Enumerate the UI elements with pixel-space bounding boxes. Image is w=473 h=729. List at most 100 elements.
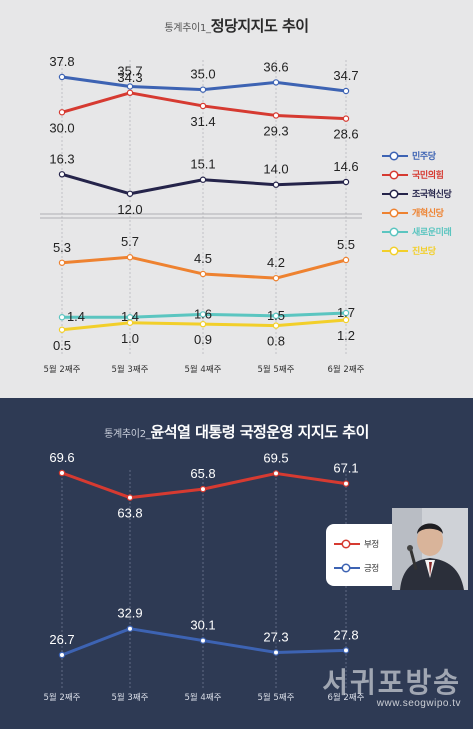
party-point-4-4 [342,309,350,317]
party-legend-swatch [382,245,408,257]
party-support-title-main: 정당지지도 추이 [210,17,309,35]
watermark-url: www.seogwipo.tv [376,698,461,709]
party-point-0-1 [126,83,134,90]
approval-value-label-1-3: 27.3 [263,629,288,644]
party-support-title-prefix: 통계추이1_ [164,23,211,34]
party-legend-swatch [382,169,408,181]
party-value-label-3-1: 5.7 [121,234,139,249]
approval-point-0-1 [126,494,134,501]
party-point-0-0 [58,73,66,81]
approval-x-tick-2: 5월 4째주 [185,692,222,703]
party-value-label-1-2: 31.4 [190,114,215,129]
approval-legend-item: 부정 [334,532,392,556]
approval-value-label-0-0: 69.6 [49,450,74,465]
party-value-label-2-0: 16.3 [49,151,74,166]
president-photo-illustration [392,508,468,590]
party-point-2-0 [58,171,66,178]
party-value-label-2-4: 14.6 [333,159,358,174]
approval-value-label-0-1: 63.8 [117,506,142,521]
party-point-3-4 [342,256,350,264]
party-legend-label: 민주당 [412,152,436,162]
approval-point-1-0 [58,651,66,659]
party-value-label-0-3: 36.6 [263,59,288,74]
party-legend-item: 진보당 [382,241,462,260]
party-point-4-3 [272,312,280,320]
party-legend-item: 조국혁신당 [382,184,462,203]
approval-title-prefix: 통계추이2_ [104,429,151,440]
approval-value-label-0-3: 69.5 [263,450,288,465]
party-point-1-2 [199,102,207,110]
party-value-label-4-1: 1.4 [121,309,139,324]
party-x-tick-3: 5월 5째주 [258,364,295,375]
party-point-2-3 [272,181,280,188]
party-value-label-0-0: 37.8 [49,54,74,69]
approval-value-label-1-0: 26.7 [49,632,74,647]
party-legend-label: 새로운미래 [412,228,452,238]
party-point-0-2 [199,86,207,93]
party-x-tick-2: 5월 4째주 [185,364,222,375]
party-point-3-1 [126,254,134,261]
approval-point-1-3 [272,649,280,656]
party-legend-swatch [382,226,408,238]
party-value-label-2-2: 15.1 [190,157,215,172]
party-point-4-0 [58,314,66,321]
party-value-label-0-2: 35.0 [190,67,215,82]
watermark-name: 서귀포방송 [322,666,461,699]
party-value-label-4-0: 1.4 [67,309,85,324]
approval-point-1-1 [126,625,134,632]
party-value-label-4-4: 1.7 [337,305,355,320]
party-value-label-4-2: 1.6 [194,306,212,321]
party-value-label-0-1: 35.7 [117,63,142,78]
party-legend-label: 진보당 [412,247,436,257]
approval-point-1-2 [199,637,207,644]
approval-point-0-0 [58,469,66,477]
party-point-2-1 [126,190,134,197]
party-value-label-1-4: 28.6 [333,127,358,142]
party-legend-item: 개혁신당 [382,203,462,222]
party-point-5-3 [272,322,280,329]
party-point-5-4 [342,316,350,324]
approval-point-1-4 [342,647,350,654]
approval-x-tick-1: 5월 3째주 [112,692,149,703]
party-point-1-0 [58,109,66,116]
approval-legend-item: 긍정 [334,556,392,580]
party-point-3-0 [58,259,66,266]
party-value-label-3-0: 5.3 [53,240,71,255]
party-legend-swatch [382,188,408,200]
party-value-label-1-1: 34.3 [117,70,142,85]
party-point-2-2 [199,176,207,183]
party-legend-label: 개혁신당 [412,209,444,219]
party-legend-swatch [382,207,408,219]
party-legend-label: 국민의힘 [412,171,444,181]
party-value-label-2-1: 12.0 [117,202,142,217]
party-support-panel [0,0,473,398]
party-legend-item: 민주당 [382,146,462,165]
party-x-tick-4: 6월 2째주 [328,364,365,375]
party-support-title: 통계추이1_정당지지도 추이 [0,15,473,36]
party-value-label-3-3: 4.2 [267,255,285,270]
approval-legend-swatch [334,562,360,574]
approval-point-0-2 [199,485,207,493]
party-value-label-4-3: 1.5 [267,308,285,323]
party-point-0-4 [342,87,350,95]
approval-title-main: 윤석열 대통령 국정운영 지지도 추이 [150,423,369,441]
party-value-label-3-2: 4.5 [194,251,212,266]
approval-point-0-3 [272,470,280,477]
party-value-label-5-0: 0.5 [53,338,71,353]
approval-x-tick-3: 5월 5째주 [258,692,295,703]
party-point-1-1 [126,89,134,97]
approval-x-tick-0: 5월 2째주 [44,692,81,703]
party-point-0-3 [272,79,280,86]
party-value-label-2-3: 14.0 [263,162,288,177]
party-point-3-3 [272,274,280,282]
approval-legend-label: 긍정 [364,564,379,574]
party-value-label-1-0: 30.0 [49,120,74,135]
party-value-label-0-4: 34.7 [333,68,358,83]
party-x-tick-1: 5월 3째주 [112,364,149,375]
party-value-label-1-3: 29.3 [263,123,288,138]
party-point-1-3 [272,112,280,119]
approval-legend-swatch [334,538,360,550]
approval-x-tick-4: 6월 2째주 [328,692,365,703]
